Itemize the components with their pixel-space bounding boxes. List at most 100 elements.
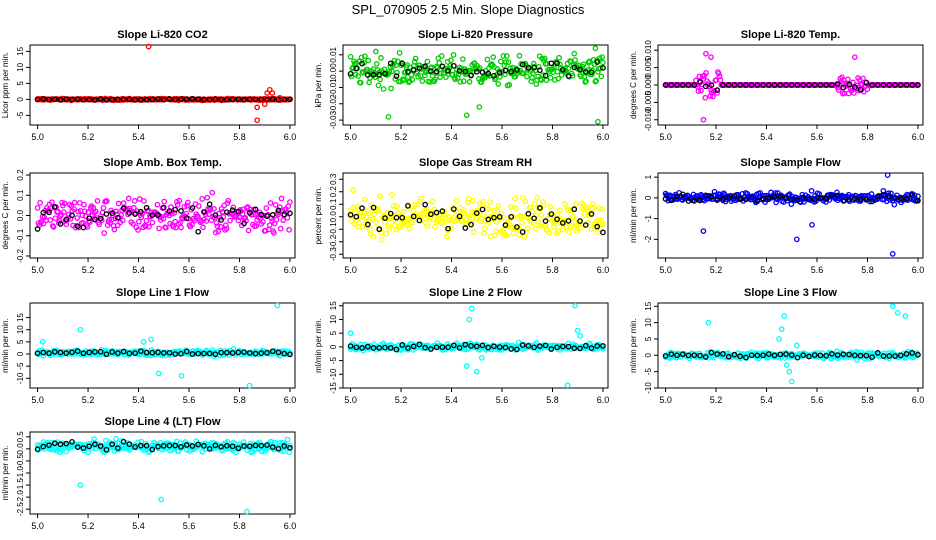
data-point-black <box>874 350 881 356</box>
data-point <box>459 217 465 224</box>
data-point <box>443 233 450 240</box>
data-point <box>211 206 217 212</box>
data-point-black <box>115 96 121 103</box>
outlier-point <box>572 302 579 309</box>
data-point-black <box>714 87 721 94</box>
data-point-black <box>178 96 184 102</box>
data-point <box>772 190 779 196</box>
data-point <box>505 59 512 66</box>
y-tick-label: 15 <box>16 46 25 55</box>
data-point <box>522 198 529 205</box>
data-point-black <box>218 96 224 103</box>
data-point-black <box>788 82 795 88</box>
data-point <box>287 442 293 449</box>
data-point-black <box>258 442 265 449</box>
data-point <box>400 77 407 84</box>
data-point-black <box>433 344 440 351</box>
data-point-black <box>172 442 179 449</box>
data-point <box>418 195 425 202</box>
data-point <box>402 69 409 75</box>
data-point-black <box>229 96 236 103</box>
data-point <box>108 207 114 214</box>
data-point-black <box>80 96 87 103</box>
data-point-black <box>565 343 572 350</box>
data-point-black <box>416 217 423 224</box>
data-point <box>195 203 202 209</box>
plot-frame <box>657 172 924 259</box>
data-point <box>286 449 292 456</box>
data-point-black <box>869 82 875 88</box>
x-tick-label: 5.2 <box>82 132 95 142</box>
x-tick-label: 5.4 <box>760 265 773 275</box>
x-tick-label: 5.0 <box>31 132 44 142</box>
data-point-black <box>109 96 115 103</box>
data-point-black <box>857 196 864 203</box>
data-point-black <box>229 207 236 213</box>
data-point-black <box>582 68 589 75</box>
data-point <box>211 214 218 221</box>
data-point <box>709 93 716 100</box>
outlier-point <box>809 221 815 228</box>
data-point <box>466 215 473 221</box>
data-point <box>149 219 156 226</box>
x-tick-label: 5.6 <box>183 132 196 142</box>
y-tick-label: 0.5 <box>16 431 25 443</box>
data-point-black <box>823 352 830 359</box>
data-point <box>555 75 562 82</box>
data-point-black <box>450 206 457 212</box>
data-point <box>520 70 527 77</box>
data-point-black <box>765 351 772 357</box>
data-point-black <box>897 352 904 359</box>
data-point-black <box>445 225 451 232</box>
data-point <box>143 217 150 224</box>
data-point-black <box>46 96 52 103</box>
data-point <box>136 218 142 225</box>
data-point-black <box>34 96 41 103</box>
data-point-black <box>685 352 692 359</box>
y-tick-label: 10 <box>16 325 25 334</box>
y-axis-label: ml/min per min. <box>629 318 638 373</box>
data-point-black <box>788 352 795 358</box>
data-point-black <box>869 354 875 360</box>
data-point-black <box>462 68 469 75</box>
chart-title: Slope Li-820 CO2 <box>117 29 207 41</box>
data-point-black <box>468 221 474 228</box>
chart-line1: Slope Line 1 Flow ml/min per min. 5.0 5.2 5.… <box>1 287 296 405</box>
data-point-black <box>737 195 743 202</box>
data-point-black <box>450 342 457 349</box>
data-point-black <box>195 441 202 448</box>
data-point-black <box>126 96 133 103</box>
data-point-black <box>588 345 595 351</box>
data-point <box>161 198 168 205</box>
outlier-point <box>786 368 793 375</box>
data-point-black <box>748 82 755 88</box>
data-point <box>273 216 280 223</box>
data-point-black <box>777 351 784 358</box>
outlier-point <box>894 309 901 316</box>
data-point <box>510 230 517 237</box>
x-tick-label: 5.0 <box>31 395 44 405</box>
y-axis-label: degrees C per min. <box>1 181 10 249</box>
data-point-black <box>834 192 841 199</box>
data-point-black <box>224 442 230 449</box>
data-point-black <box>160 204 167 211</box>
data-point-black <box>269 212 276 218</box>
y-tick-label: -1.0 <box>16 466 25 480</box>
data-point <box>503 232 510 239</box>
data-point-black <box>531 64 537 71</box>
data-point <box>533 339 540 346</box>
y-tick-label: 0 <box>644 353 653 358</box>
data-point-black <box>514 346 520 353</box>
data-point <box>539 223 546 229</box>
outlier-point <box>246 382 253 389</box>
data-point-black <box>731 351 738 358</box>
data-point-black <box>46 350 52 357</box>
data-point-black <box>880 192 887 198</box>
data-point-black <box>462 225 469 231</box>
data-point-black <box>577 345 583 352</box>
data-point-black <box>852 352 858 359</box>
data-point-black <box>456 345 463 351</box>
data-point <box>470 229 477 235</box>
data-point <box>373 60 380 67</box>
data-point <box>588 226 594 233</box>
